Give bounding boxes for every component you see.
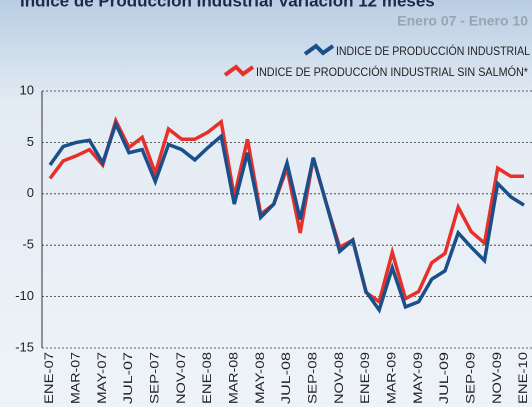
x-tick-label: SEP-07 [148,352,162,404]
x-tick-label: MAR-08 [227,352,241,404]
series-line [48,119,525,314]
x-tick-label: SEP-08 [306,352,320,404]
y-tick-label: -5 [22,237,34,252]
legend-label: INDICE DE PRODUCCIÓN INDUSTRIAL [336,45,531,58]
x-tick-label: MAR-07 [69,352,83,404]
x-tick-label: JUL-08 [279,352,293,404]
chart-subtitle: Enero 07 - Enero 10 [397,13,528,29]
y-tick-label: -10 [15,288,34,303]
y-tick-label: -15 [15,339,34,354]
y-tick-label: 5 [27,134,34,149]
legend-swatch [223,64,255,77]
x-tick-label: MAY-08 [253,352,267,404]
x-tick-label: NOV-08 [332,352,346,404]
x-tick-label: SEP-09 [464,352,478,404]
y-tick-label: 0 [27,185,34,200]
x-tick-label: JUL-09 [437,352,451,404]
x-tick-label: ENE-08 [200,352,214,404]
x-tick-label: NOV-07 [174,352,188,404]
x-tick-label: MAR-09 [385,352,399,404]
x-tick-label: ENE-09 [358,352,372,404]
x-tick-label: NOV-09 [490,352,504,404]
x-tick-label: ENE-10 [516,352,530,404]
legend: INDICE DE PRODUCCIÓN INDUSTRIAL INDICE DE… [223,43,531,79]
legend-label: INDICE DE PRODUCCIÓN INDUSTRIAL SIN SALM… [256,66,528,79]
chart-title: Índice de Producción Industrial Variació… [20,0,435,10]
y-tick-label: 10 [20,82,34,97]
x-tick-label: MAY-09 [411,352,425,404]
legend-swatch [303,43,335,56]
x-tick-label: MAY-07 [95,352,109,404]
x-tick-label: JUL-07 [121,352,135,404]
x-tick-label: ENE-07 [42,352,56,404]
